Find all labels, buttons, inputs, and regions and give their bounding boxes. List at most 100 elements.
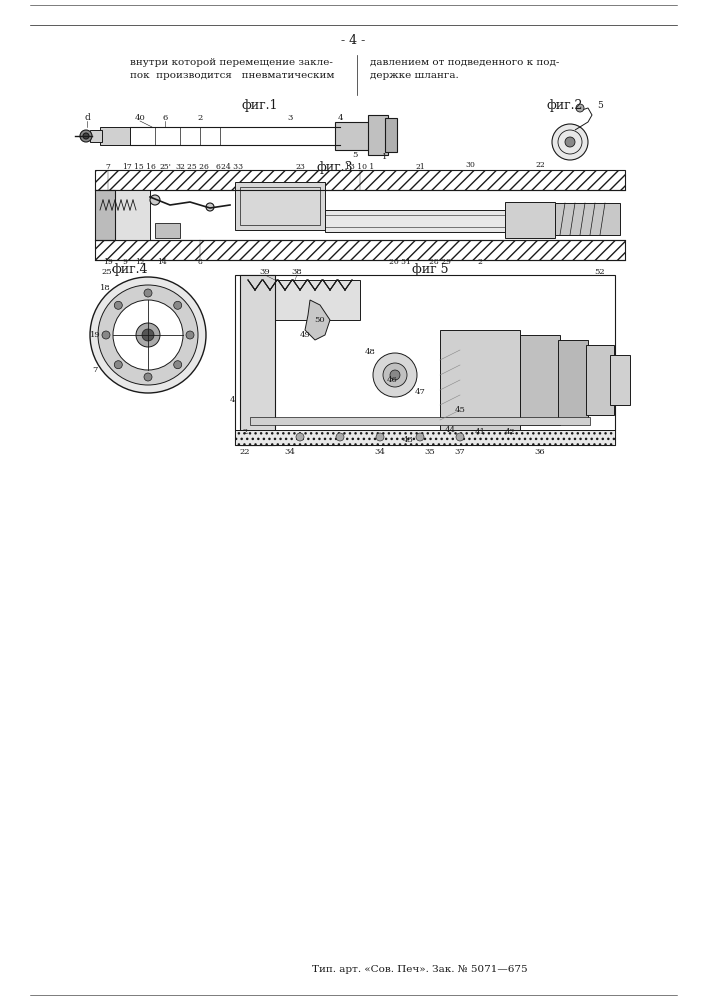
Text: 20 51: 20 51 <box>389 258 411 266</box>
Text: 48: 48 <box>365 348 375 356</box>
Text: 45: 45 <box>455 406 465 414</box>
Text: 41: 41 <box>474 428 486 436</box>
Text: 34: 34 <box>375 448 385 456</box>
Text: 50: 50 <box>315 316 325 324</box>
Circle shape <box>174 301 182 309</box>
Circle shape <box>83 133 89 139</box>
Text: 22: 22 <box>240 448 250 456</box>
Circle shape <box>102 331 110 339</box>
Circle shape <box>565 137 575 147</box>
Bar <box>235 275 615 445</box>
Circle shape <box>383 363 407 387</box>
Bar <box>368 115 388 155</box>
Bar <box>235 182 325 230</box>
Text: 36: 36 <box>534 448 545 456</box>
Text: 14: 14 <box>157 258 167 266</box>
Text: 23: 23 <box>295 163 305 171</box>
Text: фиг.2: фиг.2 <box>547 99 583 111</box>
Text: 46: 46 <box>387 376 397 384</box>
Text: 18: 18 <box>100 284 110 292</box>
Text: 47: 47 <box>414 388 426 396</box>
Bar <box>555 203 620 235</box>
Text: 19: 19 <box>90 331 100 339</box>
Bar <box>95 170 625 190</box>
Text: 7: 7 <box>93 366 98 374</box>
Circle shape <box>136 323 160 347</box>
Bar <box>520 335 560 425</box>
Bar <box>95 190 115 240</box>
Bar <box>235 430 615 445</box>
Bar <box>250 417 590 425</box>
Circle shape <box>115 301 122 309</box>
Text: 4: 4 <box>337 114 343 122</box>
Circle shape <box>90 277 206 393</box>
Text: 39: 39 <box>259 268 270 276</box>
Circle shape <box>98 285 198 385</box>
Polygon shape <box>305 300 330 340</box>
Text: 19: 19 <box>103 258 113 266</box>
Text: 6: 6 <box>216 163 221 171</box>
Text: 22: 22 <box>535 161 545 169</box>
Bar <box>240 280 360 320</box>
Text: фиг.4: фиг.4 <box>112 263 148 276</box>
Text: 40: 40 <box>134 114 146 122</box>
Text: 7: 7 <box>105 163 110 171</box>
Circle shape <box>576 104 584 112</box>
Text: 34: 34 <box>284 448 296 456</box>
Text: 21: 21 <box>415 163 425 171</box>
Text: 8: 8 <box>197 258 202 266</box>
Text: фиг 5: фиг 5 <box>411 263 448 276</box>
Circle shape <box>390 370 400 380</box>
Bar <box>100 127 130 145</box>
Circle shape <box>144 373 152 381</box>
Text: 32: 32 <box>175 163 185 171</box>
Text: 6: 6 <box>163 114 168 122</box>
Text: 35: 35 <box>425 448 436 456</box>
Text: 13 10 1: 13 10 1 <box>346 163 375 171</box>
Circle shape <box>296 433 304 441</box>
Text: - 4 -: - 4 - <box>341 33 365 46</box>
Text: 2: 2 <box>197 114 203 122</box>
Circle shape <box>144 289 152 297</box>
Bar <box>90 130 102 142</box>
Bar <box>505 202 555 238</box>
Circle shape <box>336 433 344 441</box>
Text: 1: 1 <box>382 153 387 161</box>
Circle shape <box>456 433 464 441</box>
Text: фиг.3: фиг.3 <box>317 160 354 174</box>
Bar <box>586 345 614 415</box>
Circle shape <box>113 300 183 370</box>
Bar <box>95 190 150 240</box>
Bar <box>155 223 180 238</box>
Text: 43: 43 <box>402 436 414 444</box>
Circle shape <box>373 353 417 397</box>
Circle shape <box>150 195 160 205</box>
Text: 52: 52 <box>595 268 605 276</box>
Text: 17: 17 <box>122 163 132 171</box>
Text: 12: 12 <box>135 258 145 266</box>
Text: 2: 2 <box>477 258 482 266</box>
Text: 15 16: 15 16 <box>134 163 156 171</box>
Circle shape <box>552 124 588 160</box>
Bar <box>440 330 520 430</box>
Circle shape <box>80 130 92 142</box>
Text: 37: 37 <box>455 448 465 456</box>
Bar <box>95 240 625 260</box>
Bar <box>610 355 630 405</box>
Text: 2: 2 <box>243 428 247 436</box>
Bar <box>240 187 320 225</box>
Text: 25': 25' <box>102 268 115 276</box>
Text: 4: 4 <box>229 396 235 404</box>
Text: 28 29: 28 29 <box>429 258 451 266</box>
Circle shape <box>174 361 182 369</box>
Bar <box>240 275 275 445</box>
Text: 30: 30 <box>465 161 475 169</box>
Text: d: d <box>84 113 90 122</box>
Circle shape <box>206 203 214 211</box>
Bar <box>325 210 505 232</box>
Text: 49: 49 <box>300 331 310 339</box>
Circle shape <box>416 433 424 441</box>
Text: 25': 25' <box>159 163 171 171</box>
Bar <box>558 340 588 420</box>
Bar <box>385 118 397 152</box>
